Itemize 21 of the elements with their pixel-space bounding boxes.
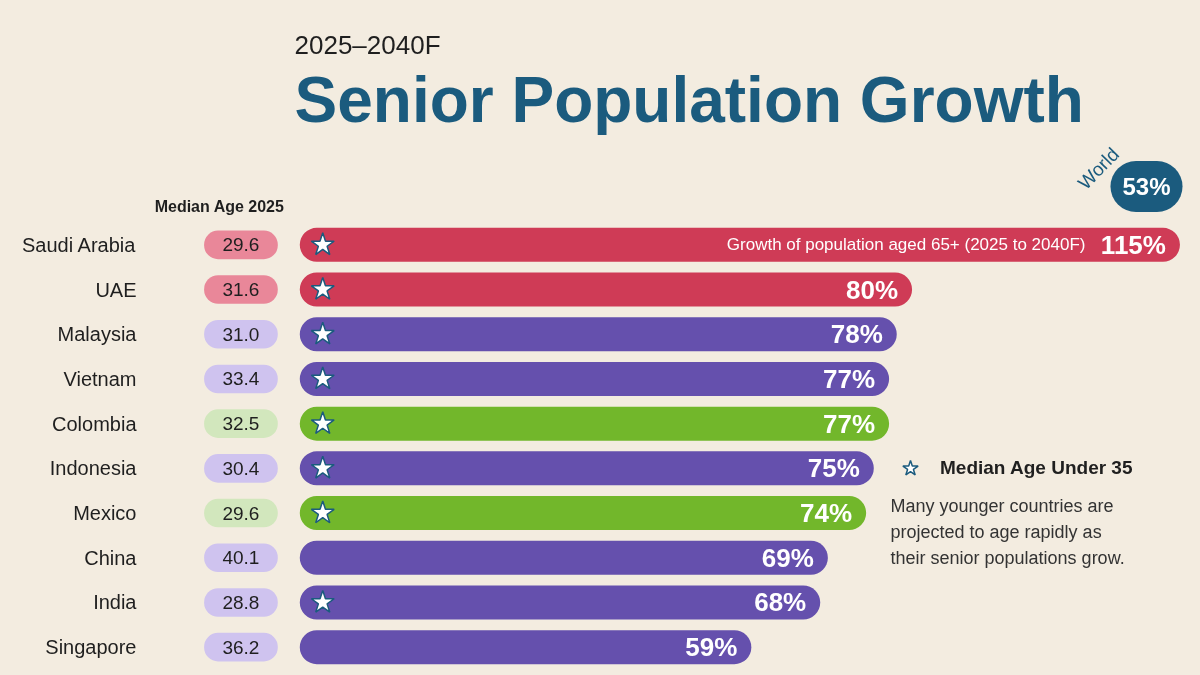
text: 29.6 (222, 234, 260, 256)
text: 29.6 (222, 502, 260, 524)
text: 31.6 (222, 279, 260, 301)
category-label: China (84, 546, 138, 569)
category-label: Colombia (52, 412, 138, 435)
text: Median Age 2025 (154, 197, 285, 215)
text: 33.4 (222, 368, 260, 390)
text: 40.1 (222, 547, 260, 569)
category-label: Mexico (73, 502, 137, 525)
text: 36.2 (222, 636, 260, 658)
category-label: Vietnam (63, 367, 137, 390)
category-label: Singapore (45, 636, 137, 659)
category-label: Indonesia (49, 457, 138, 480)
text: 30.4 (222, 457, 260, 479)
text: 31.0 (222, 323, 260, 345)
category-label: India (93, 591, 138, 614)
category-label: UAE (95, 278, 137, 301)
category-label: Saudi Arabia (21, 233, 137, 256)
text: 32.5 (222, 413, 260, 435)
text: 28.8 (222, 591, 260, 613)
category-label: Malaysia (57, 323, 138, 346)
